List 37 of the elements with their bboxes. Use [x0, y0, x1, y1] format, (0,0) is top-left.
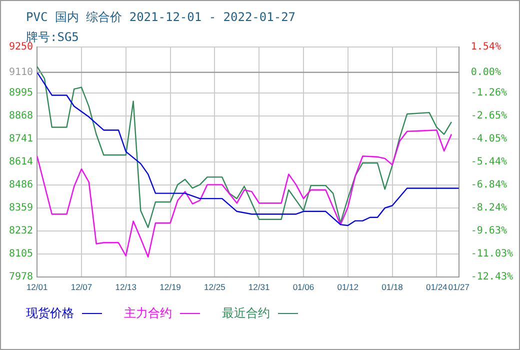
- x-tick-label: 01/12: [337, 282, 359, 292]
- x-tick-label: 12/07: [70, 282, 92, 292]
- y2-tick-label: -12.43%: [470, 271, 514, 282]
- y2-tick-label: -5.44%: [470, 156, 507, 168]
- y-tick-label: 8232: [8, 226, 34, 237]
- y-tick-label: 8741: [8, 134, 34, 145]
- y-tick-label: 8995: [8, 88, 34, 99]
- y2-tick-label: -1.26%: [470, 88, 507, 99]
- y2-tick-label: 1.54%: [470, 42, 501, 53]
- y-tick-label: 8105: [8, 248, 34, 260]
- y-tick-label: 7978: [8, 271, 34, 282]
- y2-tick-label: -2.65%: [470, 110, 507, 122]
- x-tick-label: 12/13: [115, 282, 137, 292]
- y-tick-label: 8614: [8, 156, 34, 168]
- y-tick-label: 8359: [8, 202, 34, 214]
- y2-tick-label: -8.24%: [470, 202, 507, 214]
- y-tick-label: 8868: [8, 110, 34, 122]
- legend-label: 主力合约: [124, 305, 172, 322]
- x-tick-label: 12/01: [26, 282, 48, 292]
- legend-label: 现货价格: [26, 305, 74, 322]
- legend-label: 最近合约: [222, 305, 270, 322]
- x-tick-label: 01/06: [292, 282, 314, 292]
- x-tick-label: 12/31: [248, 282, 270, 292]
- x-tick-label: 12/19: [160, 282, 182, 292]
- x-tick-label: 01/27: [448, 282, 470, 292]
- y-tick-label: 9110: [8, 66, 34, 78]
- chart-title: PVC 国内 综合价 2021-12-01 - 2022-01-27: [26, 9, 296, 26]
- y2-tick-label: 0.00%: [470, 66, 501, 78]
- y-tick-label: 9250: [8, 42, 34, 53]
- x-tick-label: 12/25: [204, 282, 226, 292]
- x-tick-label: 01/24: [426, 282, 448, 292]
- y2-tick-label: -6.84%: [470, 179, 507, 190]
- x-tick-label: 01/18: [382, 282, 404, 292]
- y-tick-label: 8486: [8, 180, 34, 191]
- y2-tick-label: -9.63%: [470, 225, 507, 236]
- y2-tick-label: -4.05%: [470, 134, 507, 145]
- y2-tick-label: -11.03%: [470, 248, 514, 260]
